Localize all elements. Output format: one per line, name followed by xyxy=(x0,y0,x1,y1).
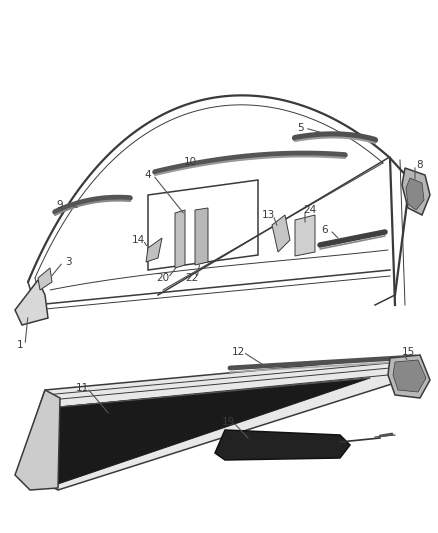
Text: 15: 15 xyxy=(401,347,415,357)
Polygon shape xyxy=(402,168,430,215)
Polygon shape xyxy=(146,238,162,262)
Text: 20: 20 xyxy=(156,273,170,283)
Text: 13: 13 xyxy=(261,210,275,220)
Polygon shape xyxy=(215,430,350,460)
Text: 14: 14 xyxy=(131,235,145,245)
Text: 12: 12 xyxy=(231,347,245,357)
Polygon shape xyxy=(406,178,424,210)
Text: 3: 3 xyxy=(65,257,71,267)
Text: 6: 6 xyxy=(321,225,328,235)
Text: 22: 22 xyxy=(185,273,198,283)
Polygon shape xyxy=(175,210,185,268)
Text: 24: 24 xyxy=(304,205,317,215)
Text: 1: 1 xyxy=(17,340,23,350)
Polygon shape xyxy=(22,378,370,485)
Polygon shape xyxy=(195,208,208,265)
Polygon shape xyxy=(388,355,430,398)
Text: 9: 9 xyxy=(57,200,64,210)
Polygon shape xyxy=(15,390,60,490)
Text: 8: 8 xyxy=(417,160,423,170)
Polygon shape xyxy=(272,215,290,252)
Text: 19: 19 xyxy=(221,417,235,427)
Polygon shape xyxy=(393,360,426,392)
Text: 11: 11 xyxy=(75,383,88,393)
Polygon shape xyxy=(38,268,52,290)
Polygon shape xyxy=(15,280,48,325)
Text: 4: 4 xyxy=(145,170,151,180)
Text: 5: 5 xyxy=(297,123,303,133)
Polygon shape xyxy=(295,215,315,256)
Polygon shape xyxy=(18,358,420,490)
Text: 10: 10 xyxy=(184,157,197,167)
